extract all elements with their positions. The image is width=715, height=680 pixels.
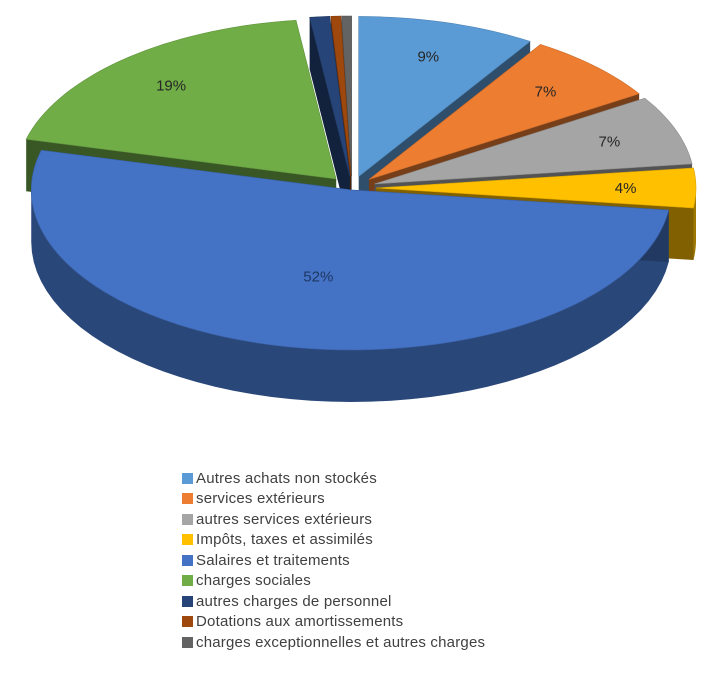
pie-chart: 9% 7% 7% 4% 52% 19%	[25, 15, 697, 402]
legend-item: autres services extérieurs	[182, 509, 485, 530]
data-label-5: 52%	[303, 268, 333, 285]
legend-label: charges exceptionnelles et autres charge…	[196, 633, 486, 651]
pie-slice-top	[375, 167, 697, 209]
pie-slice-top	[30, 149, 670, 351]
legend-swatch	[182, 554, 193, 566]
legend-item: services extérieurs	[182, 489, 485, 510]
legend-label: Salaires et traitements	[196, 551, 350, 569]
data-label-3: 7%	[599, 134, 621, 151]
legend-label: Autres achats non stockés	[196, 469, 377, 487]
legend-label: autres services extérieurs	[196, 510, 373, 528]
pie-slice-top	[330, 15, 352, 177]
legend-item: Impôts, taxes et assimilés	[182, 530, 485, 551]
pie-slice-top	[368, 44, 640, 180]
chart-legend: Autres achats non stockés services extéri…	[182, 468, 485, 653]
pie-slice-side	[31, 189, 669, 402]
legend-swatch	[182, 493, 193, 505]
legend-label: autres charges de personnel	[196, 592, 392, 610]
legend-swatch	[182, 595, 193, 607]
legend-swatch	[182, 636, 193, 648]
pie-slice-top	[309, 16, 351, 177]
legend-item: charges exceptionnelles et autres charge…	[182, 632, 485, 653]
legend-label: Dotations aux amortissements	[196, 613, 404, 631]
pie-slice-5	[30, 149, 670, 402]
pie-chart-svg: 9% 7% 7% 4% 52% 19%	[25, 15, 697, 402]
pie-slice-edge	[309, 17, 350, 229]
legend-item: charges sociales	[182, 571, 485, 592]
pie-slice-top	[25, 19, 337, 180]
pie-slice-7	[309, 16, 351, 229]
data-label-6: 19%	[156, 77, 186, 94]
data-label-1: 9%	[417, 49, 439, 66]
legend-label: Impôts, taxes et assimilés	[196, 531, 373, 549]
data-label-4: 4%	[615, 180, 637, 197]
legend-item: autres charges de personnel	[182, 591, 485, 612]
legend-item: Dotations aux amortissements	[182, 612, 485, 633]
data-label-2: 7%	[535, 83, 557, 100]
legend-swatch	[182, 575, 193, 587]
legend-label: charges sociales	[196, 572, 311, 590]
legend-swatch	[182, 616, 193, 628]
legend-swatch	[182, 472, 193, 484]
legend-item: Autres achats non stockés	[182, 468, 485, 489]
legend-label: services extérieurs	[196, 490, 325, 508]
pie-slice-top	[358, 16, 531, 178]
legend-swatch	[182, 513, 193, 525]
legend-swatch	[182, 534, 193, 546]
pie-slice-top	[374, 97, 693, 185]
pie-slice-top	[341, 15, 352, 177]
legend-item: Salaires et traitements	[182, 550, 485, 571]
